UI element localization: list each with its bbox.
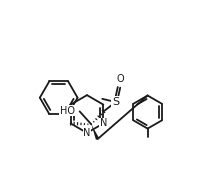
Text: N: N	[83, 128, 91, 138]
Text: HO: HO	[60, 106, 75, 115]
Polygon shape	[91, 124, 99, 140]
Text: S: S	[112, 97, 119, 107]
Text: O: O	[116, 74, 124, 84]
Text: N: N	[100, 118, 107, 129]
